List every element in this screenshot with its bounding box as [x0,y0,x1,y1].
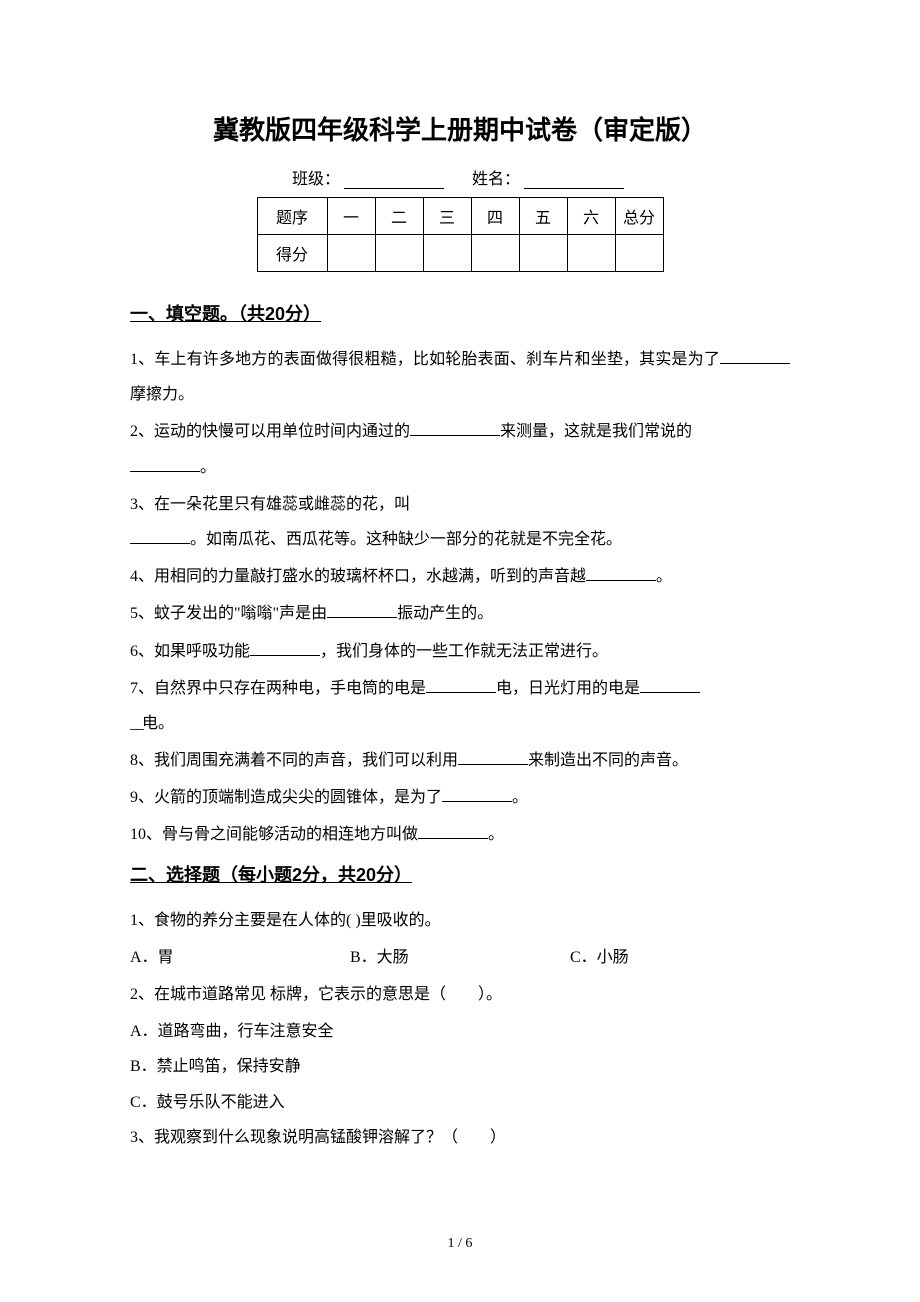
q9-text-a: 9、火箭的顶端制造成尖尖的圆锥体，是为了 [130,789,442,806]
class-blank[interactable] [344,171,444,189]
fill-blank[interactable] [720,348,790,364]
option-a[interactable]: A．道路弯曲，行车注意安全 [130,1014,790,1049]
q4-text-a: 4、用相同的力量敲打盛水的玻璃杯杯口，水越满，听到的声音越 [130,568,586,585]
page-title: 冀教版四年级科学上册期中试卷（审定版） [130,110,790,147]
q2-text-b: 来测量，这就是我们常说的 [500,423,692,440]
q8-text-a: 8、我们周围充满着不同的声音，我们可以利用 [130,752,458,769]
name-label: 姓名： [472,171,520,188]
option-b[interactable]: B．禁止鸣笛，保持安静 [130,1049,790,1084]
q5-text-b: 振动产生的。 [397,605,493,622]
fill-blank[interactable] [130,528,190,544]
table-row: 题序 一 二 三 四 五 六 总分 [257,198,663,235]
cell[interactable] [423,235,471,272]
cell: 一 [327,198,375,235]
mc-question-3: 3、我观察到什么现象说明高锰酸钾溶解了？（ ） [130,1120,790,1155]
fill-blank[interactable] [442,786,512,802]
q7-text-b: 电，日光灯用的电是 [496,680,640,697]
q5-text-a: 5、蚊子发出的"嗡嗡"声是由 [130,605,327,622]
cell[interactable] [375,235,423,272]
q1-text-b: 摩擦力。 [130,386,194,403]
fill-blank[interactable] [426,677,496,693]
cell[interactable] [615,235,663,272]
cell[interactable] [519,235,567,272]
fill-blank[interactable] [640,677,700,693]
q6-text-a: 6、如果呼吸功能 [130,643,250,660]
mc-question-2: 2、在城市道路常见 标牌，它表示的意思是（ ）。 [130,977,790,1012]
q2-text-a: 2、运动的快慢可以用单位时间内通过的 [130,423,410,440]
fill-blank[interactable] [410,420,500,436]
question-10: 10、骨与骨之间能够活动的相连地方叫做 。 [130,817,790,852]
q4-text-b: 。 [656,568,672,585]
cell: 六 [567,198,615,235]
cell: 五 [519,198,567,235]
score-table: 题序 一 二 三 四 五 六 总分 得分 [257,197,664,272]
question-7: 7、自然界中只存在两种电，手电筒的电是电，日光灯用的电是__电。 [130,671,790,741]
q1-text-a: 1、车上有许多地方的表面做得很粗糙，比如轮胎表面、刹车片和坐垫，其实是为了 [130,351,720,368]
fill-blank[interactable] [327,602,397,618]
q8-text-b: 来制造出不同的声音。 [528,752,688,769]
question-8: 8、我们周围充满着不同的声音，我们可以利用 来制造出不同的声音。 [130,743,790,778]
mc-question-1: 1、食物的养分主要是在人体的( )里吸收的。 [130,903,790,938]
q10-text-b: 。 [488,826,504,843]
cell[interactable] [567,235,615,272]
q2-text-c: 。 [200,459,216,476]
cell[interactable] [471,235,519,272]
option-c[interactable]: C．小肠 [570,940,790,975]
table-row: 得分 [257,235,663,272]
cell: 四 [471,198,519,235]
section-2-heading: 二、选择题（每小题2分，共20分） [130,861,790,887]
option-b[interactable]: B．大肠 [350,940,570,975]
cell: 总分 [615,198,663,235]
question-2: 2、运动的快慢可以用单位时间内通过的 来测量，这就是我们常说的 。 [130,414,790,484]
q6-text-b: ，我们身体的一些工作就无法正常进行。 [320,643,608,660]
q3-text-a: 3、在一朵花里只有雄蕊或雌蕊的花，叫 [130,496,410,513]
fill-blank[interactable] [586,565,656,581]
q10-text-a: 10、骨与骨之间能够活动的相连地方叫做 [130,826,418,843]
question-5: 5、蚊子发出的"嗡嗡"声是由 振动产生的。 [130,596,790,631]
question-4: 4、用相同的力量敲打盛水的玻璃杯杯口，水越满，听到的声音越 。 [130,559,790,594]
question-3: 3、在一朵花里只有雄蕊或雌蕊的花，叫 。如南瓜花、西瓜花等。这种缺少一部分的花就… [130,487,790,557]
cell-label: 得分 [257,235,327,272]
question-9: 9、火箭的顶端制造成尖尖的圆锥体，是为了 。 [130,780,790,815]
name-blank[interactable] [524,171,624,189]
fill-blank[interactable] [418,823,488,839]
cell[interactable] [327,235,375,272]
fill-blank[interactable] [458,749,528,765]
option-c[interactable]: C．鼓号乐队不能进入 [130,1085,790,1120]
option-a[interactable]: A．胃 [130,940,350,975]
cell-label: 题序 [257,198,327,235]
class-name-line: 班级： 姓名： [130,165,790,189]
q7-text-c: 电。 [142,715,174,732]
fill-blank[interactable] [250,640,320,656]
question-1: 1、车上有许多地方的表面做得很粗糙，比如轮胎表面、刹车片和坐垫，其实是为了摩擦力… [130,342,790,412]
cell: 三 [423,198,471,235]
class-label: 班级： [292,171,340,188]
q9-text-b: 。 [512,789,528,806]
q3-text-b: 。如南瓜花、西瓜花等。这种缺少一部分的花就是不完全花。 [190,531,622,548]
section-1-heading: 一、填空题。（共20分） [130,300,790,326]
q7-text-a: 7、自然界中只存在两种电，手电筒的电是 [130,680,426,697]
cell: 二 [375,198,423,235]
question-6: 6、如果呼吸功能 ，我们身体的一些工作就无法正常进行。 [130,634,790,669]
fill-blank[interactable] [130,456,200,472]
mc-options-1: A．胃 B．大肠 C．小肠 [130,940,790,975]
page-number: 1 / 6 [0,1236,920,1252]
